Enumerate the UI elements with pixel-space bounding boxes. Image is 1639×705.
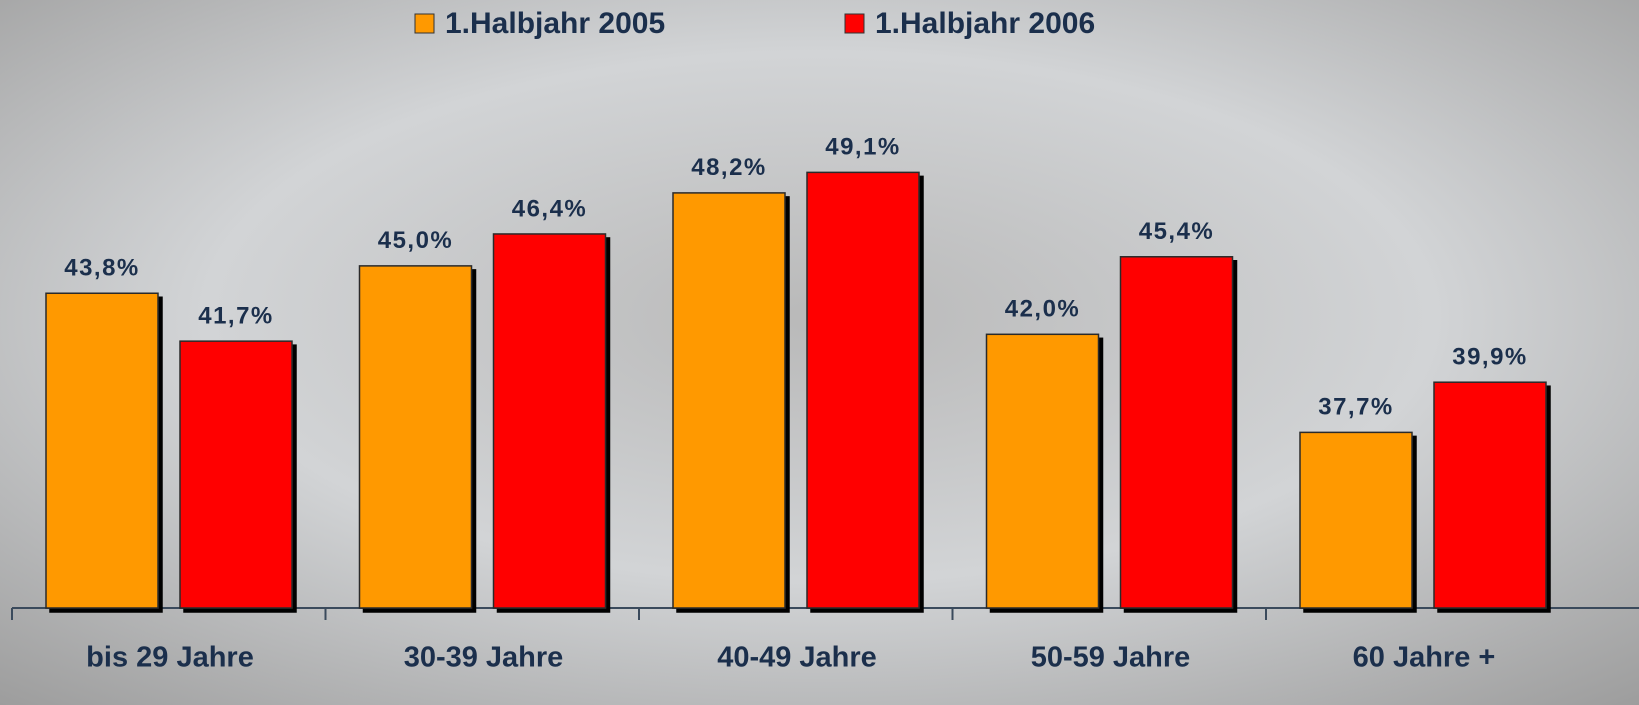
value-label: 37,7% — [1318, 394, 1394, 421]
value-label: 45,0% — [378, 227, 454, 254]
chart: 1.Halbjahr 2005 1.Halbjahr 2006 bis 29 Jah… — [0, 0, 1639, 705]
bar — [1300, 432, 1412, 608]
value-label: 43,8% — [64, 255, 140, 282]
bar — [494, 234, 606, 608]
legend-label: 1.Halbjahr 2005 — [445, 7, 665, 40]
bar — [807, 172, 919, 608]
bar — [46, 293, 158, 608]
value-label: 49,1% — [825, 134, 901, 161]
bar — [1121, 257, 1233, 608]
legend-swatch — [845, 14, 864, 33]
value-label: 48,2% — [691, 154, 767, 181]
bar — [360, 266, 472, 608]
legend-swatch — [415, 14, 434, 33]
bar — [987, 334, 1099, 608]
value-label: 42,0% — [1005, 296, 1081, 323]
bar — [180, 341, 292, 608]
bar — [673, 193, 785, 608]
value-label: 45,4% — [1139, 218, 1215, 245]
x-tick-label: 30-39 Jahre — [404, 642, 564, 674]
legend-label: 1.Halbjahr 2006 — [875, 7, 1095, 40]
value-label: 41,7% — [198, 302, 274, 329]
x-tick-label: 40-49 Jahre — [717, 642, 877, 674]
x-tick-label: bis 29 Jahre — [86, 642, 254, 674]
x-tick-label: 60 Jahre + — [1353, 642, 1496, 674]
bar — [1434, 382, 1546, 608]
value-label: 46,4% — [512, 195, 588, 222]
x-tick-label: 50-59 Jahre — [1031, 642, 1191, 674]
value-label: 39,9% — [1452, 344, 1528, 371]
